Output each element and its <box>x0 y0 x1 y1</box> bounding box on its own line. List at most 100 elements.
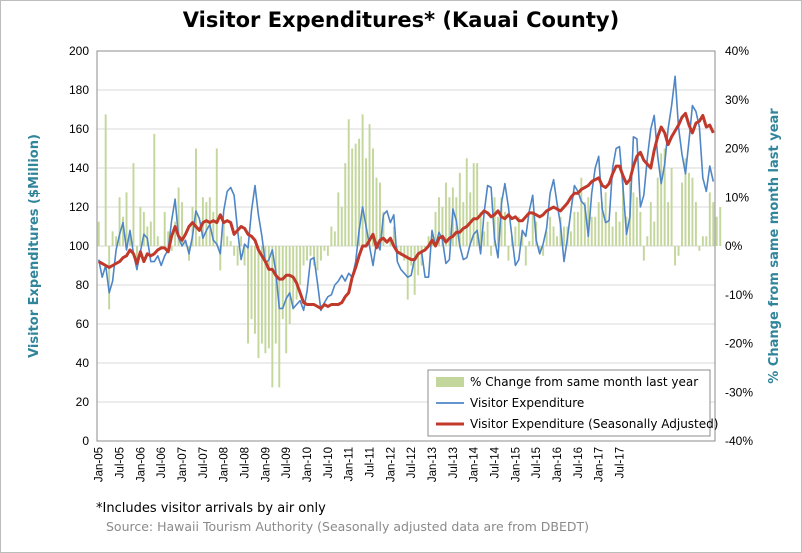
pct-change-bar <box>313 246 315 266</box>
y2-tick-label: 20% <box>725 142 749 156</box>
pct-change-bar <box>410 246 413 266</box>
pct-change-bar <box>563 226 565 246</box>
x-tick-label: Jul-05 <box>115 447 127 478</box>
pct-change-bar <box>604 192 607 246</box>
pct-change-bar <box>556 236 558 246</box>
x-tick-label: Jul-07 <box>198 447 210 478</box>
pct-change-bar <box>479 211 482 246</box>
pct-change-bar <box>177 187 180 246</box>
x-tick-label: Jan-07 <box>177 447 189 482</box>
footnote: *Includes visitor arrivals by air only <box>96 501 326 516</box>
pct-change-bar <box>524 246 527 266</box>
pct-change-bar <box>635 197 638 246</box>
bar-series <box>97 114 722 388</box>
pct-change-bar <box>254 246 256 334</box>
legend-label: % Change from same month last year <box>470 375 698 389</box>
pct-change-bar <box>295 246 298 300</box>
pct-change-bar <box>299 246 302 285</box>
x-tick-label: Jan-16 <box>552 447 564 482</box>
legend: % Change from same month last year Visito… <box>427 369 718 437</box>
pct-change-bar <box>274 246 277 344</box>
pct-change-bar <box>372 148 374 246</box>
pct-change-bar <box>194 148 197 246</box>
x-tick-label: Jul-12 <box>406 447 418 478</box>
y2-axis-label: % Change from same month last year <box>767 108 782 384</box>
x-tick-label: Jan-11 <box>344 447 356 481</box>
pct-change-bar <box>615 211 618 246</box>
pct-change-bar <box>205 202 208 246</box>
pct-change-bar <box>549 216 552 246</box>
y-tick-label: 200 <box>69 44 89 58</box>
pct-change-bar <box>583 202 586 246</box>
x-tick-label: Jul-11 <box>365 447 377 477</box>
pct-change-bar <box>212 211 215 246</box>
x-axis-ticks: Jan-05 Jul-05 Jan-06 Jul-06 Jan-07 Jul-07 Jan-… <box>94 446 627 482</box>
x-tick-label: Jan-09 <box>260 447 272 482</box>
pct-change-bar <box>448 197 451 246</box>
pct-change-bar <box>316 246 319 271</box>
pct-change-bar <box>389 241 392 246</box>
x-tick-label: Jul-10 <box>323 447 335 478</box>
pct-change-bar <box>444 182 447 246</box>
pct-change-bar <box>521 231 524 246</box>
pct-change-bar <box>132 163 135 246</box>
x-tick-label: Jan-08 <box>219 447 231 482</box>
pct-change-bar <box>170 246 173 251</box>
pct-change-bar <box>382 211 385 246</box>
pct-change-bar <box>667 202 670 246</box>
pct-change-bar <box>247 246 249 344</box>
pct-change-bar <box>115 236 118 246</box>
pct-change-bar <box>326 246 329 256</box>
pct-change-bar <box>670 168 673 246</box>
pct-change-bar <box>333 231 336 246</box>
pct-change-bar <box>323 246 326 251</box>
pct-change-bar <box>715 216 718 246</box>
pct-change-bar <box>712 202 715 246</box>
pct-change-bar <box>306 246 309 261</box>
pct-change-bar <box>271 246 274 388</box>
pct-change-bar <box>462 202 465 246</box>
pct-change-bar <box>340 207 343 246</box>
y2-tick-label: -10% <box>725 288 753 302</box>
pct-change-bar <box>222 221 225 246</box>
pct-change-bar <box>441 207 444 246</box>
pct-change-bar <box>233 246 236 256</box>
pct-change-bar <box>434 211 437 246</box>
pct-change-bar <box>472 163 475 246</box>
y2-tick-label: 40% <box>725 44 749 58</box>
x-tick-label: Jul-08 <box>240 447 252 478</box>
pct-change-bar <box>354 143 357 246</box>
pct-change-bar <box>351 148 354 246</box>
pct-change-bar <box>167 231 170 246</box>
pct-change-bar <box>503 211 506 246</box>
pct-change-bar <box>385 246 388 247</box>
pct-change-bar <box>580 177 583 246</box>
pct-change-bar <box>257 246 260 359</box>
pct-change-bar <box>576 211 579 246</box>
pct-change-bar <box>493 197 496 246</box>
pct-change-bar <box>129 231 131 246</box>
pct-change-bar <box>375 177 378 246</box>
x-tick-label: Jan-06 <box>135 447 147 482</box>
pct-change-bar <box>611 226 614 246</box>
pct-change-bar <box>392 226 395 246</box>
x-tick-label: Jul-13 <box>448 447 460 478</box>
pct-change-bar <box>139 207 142 246</box>
y2-tick-label: -20% <box>725 337 753 351</box>
pct-change-bar <box>184 241 187 246</box>
pct-change-bar <box>639 211 642 246</box>
pct-change-bar <box>146 226 149 246</box>
pct-change-bar <box>281 246 284 320</box>
pct-change-bar <box>458 172 461 246</box>
y-tick-label: 0 <box>82 434 89 448</box>
x-tick-label: Jul-06 <box>156 447 168 478</box>
pct-change-bar <box>122 216 124 246</box>
pct-change-bar <box>226 236 229 246</box>
pct-change-bar <box>104 114 107 246</box>
pct-change-bar <box>181 202 184 246</box>
x-tick-label: Jan-10 <box>302 447 314 482</box>
pct-change-bar <box>646 236 649 246</box>
pct-change-bar <box>500 197 503 246</box>
pct-change-bar <box>236 246 239 266</box>
